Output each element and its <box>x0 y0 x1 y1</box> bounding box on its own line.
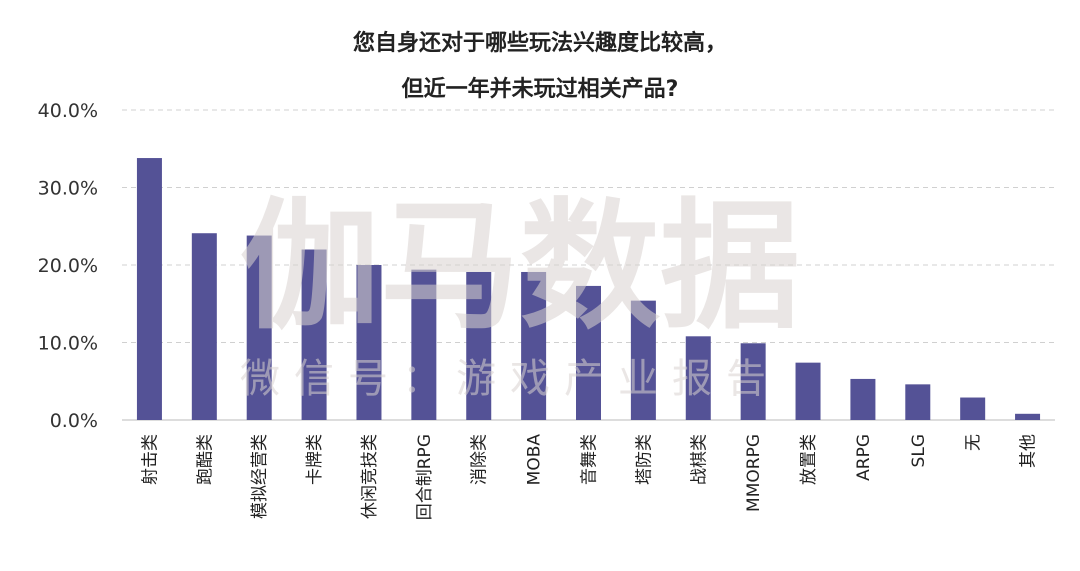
y-tick-label: 20.0% <box>38 255 98 277</box>
x-tick-label: MMORPG <box>744 434 764 512</box>
x-tick-label: 其他 <box>1019 434 1039 468</box>
x-tick-label: 回合制RPG <box>415 434 435 520</box>
bars <box>136 158 1041 421</box>
bar <box>960 397 986 420</box>
bar <box>685 336 711 420</box>
y-tick-label: 0.0% <box>50 410 98 432</box>
y-tick-label: 10.0% <box>38 333 98 355</box>
chart-title: 您自身还对于哪些玩法兴趣度比较高， <box>353 30 727 56</box>
x-tick-label: 射击类 <box>140 434 160 485</box>
x-tick-label: 战棋类 <box>689 434 709 485</box>
watermark-sub: 微信号：游戏产业报告 <box>240 356 780 402</box>
bar <box>630 300 656 420</box>
y-tick-label: 30.0% <box>38 178 98 200</box>
x-tick-label: 模拟经营类 <box>250 434 270 519</box>
bar <box>136 158 162 421</box>
bar <box>850 378 876 420</box>
bar <box>1015 413 1041 420</box>
x-tick-label: MOBA <box>525 434 545 486</box>
y-axis-ticks: 40.0% 30.0% 20.0% 10.0% 0.0% <box>38 100 98 432</box>
bar <box>411 269 437 420</box>
x-tick-label: 无 <box>964 434 984 451</box>
x-axis-ticks: 射击类 跑酷类 模拟经营类 卡牌类 休闲竞技类 回合制RPG 消除类 MOBA 音舞类 塔防类 战棋… <box>140 434 1038 521</box>
x-tick-label: 消除类 <box>470 434 490 485</box>
bar <box>301 249 327 420</box>
bar <box>740 343 766 420</box>
x-tick-label: 音舞类 <box>580 434 600 485</box>
x-tick-label: SLG <box>909 434 929 467</box>
y-tick-label: 40.0% <box>38 100 98 122</box>
x-tick-label: 卡牌类 <box>305 434 325 485</box>
watermark-main: 伽马数据 <box>240 186 800 349</box>
x-tick-label: 休闲竞技类 <box>360 434 380 519</box>
bar <box>576 285 601 420</box>
chart-subtitle: 但近一年并未玩过相关产品? <box>402 76 679 102</box>
x-tick-label: ARPG <box>854 434 874 481</box>
bar <box>246 235 272 420</box>
bar <box>356 265 382 420</box>
bar <box>191 233 217 420</box>
bar <box>521 271 547 420</box>
bar <box>466 271 492 420</box>
x-tick-label: 塔防类 <box>634 434 654 485</box>
x-tick-label: 放置类 <box>799 434 819 485</box>
bar <box>795 362 821 420</box>
bar <box>905 384 931 420</box>
x-tick-label: 跑酷类 <box>195 434 215 485</box>
